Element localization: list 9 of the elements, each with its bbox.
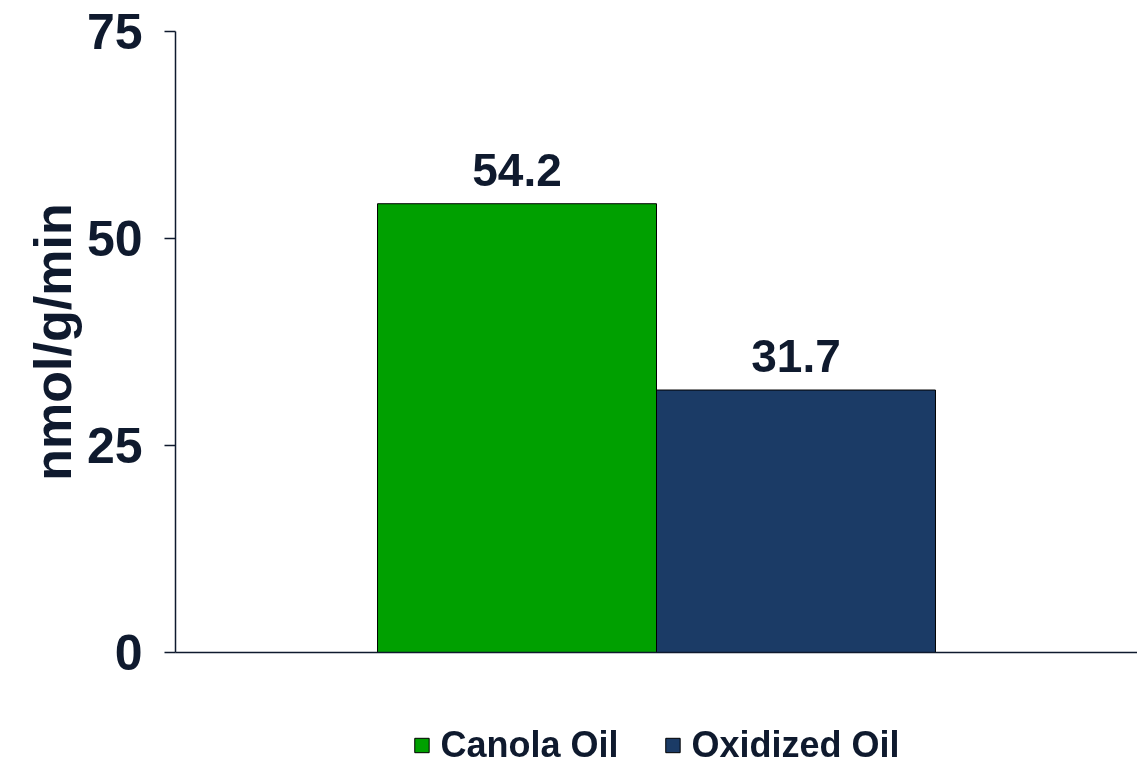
y-tick-label: 0 xyxy=(114,625,143,681)
y-tick-label: 50 xyxy=(86,211,143,267)
data-label: 31.7 xyxy=(751,330,841,383)
y-tick-label: 25 xyxy=(86,418,143,474)
legend-label: Canola Oil xyxy=(440,724,619,765)
y-axis-title: nmol/g/min xyxy=(23,203,82,481)
data-label: 54.2 xyxy=(472,143,562,196)
legend-label: Oxidized Oil xyxy=(691,724,900,765)
y-tick-label: 75 xyxy=(86,4,143,60)
